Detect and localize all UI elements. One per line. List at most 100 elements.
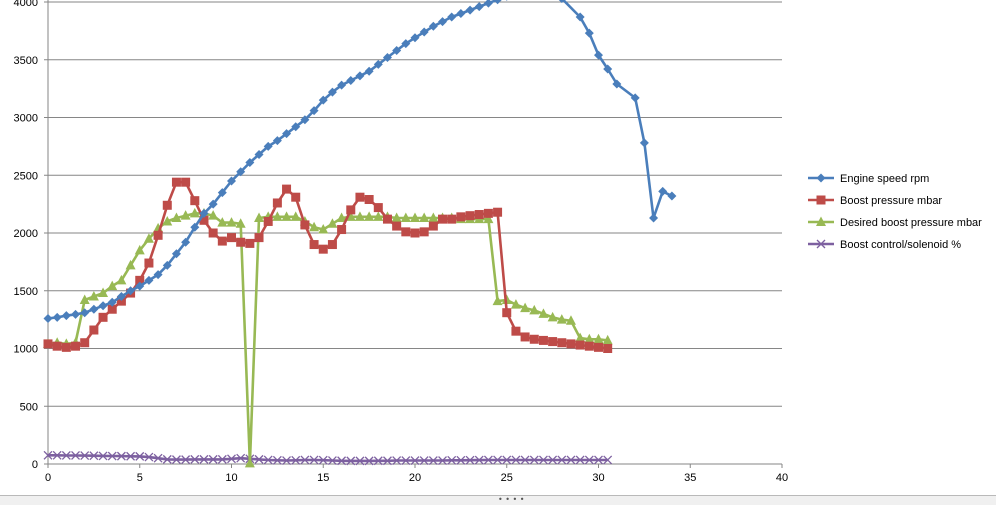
data-point-4 xyxy=(502,455,512,465)
data-point-3 xyxy=(602,334,613,345)
data-point-1 xyxy=(392,46,402,56)
data-point-1 xyxy=(438,17,448,27)
data-point-1 xyxy=(135,281,145,291)
data-point-2 xyxy=(447,214,457,224)
y-tick-label: 4000 xyxy=(14,0,38,9)
data-point-4 xyxy=(80,451,90,461)
data-point-1 xyxy=(318,95,328,105)
x-tick-label: 20 xyxy=(409,472,421,484)
data-point-2 xyxy=(392,221,402,231)
data-point-1 xyxy=(153,270,163,280)
data-point-2 xyxy=(263,216,273,226)
data-point-1 xyxy=(272,136,282,146)
data-point-4 xyxy=(337,456,347,466)
data-point-3 xyxy=(520,302,531,313)
data-point-3 xyxy=(373,211,384,221)
data-point-2 xyxy=(327,240,337,250)
data-point-2 xyxy=(236,237,246,247)
data-point-4 xyxy=(355,456,365,466)
data-point-2 xyxy=(199,215,209,225)
legend-label: Boost pressure mbar xyxy=(840,195,942,207)
resize-grip-icon[interactable]: • • • • xyxy=(498,495,525,504)
data-point-4 xyxy=(135,451,145,461)
data-point-4-stroke-b xyxy=(575,455,585,465)
series-2 xyxy=(43,177,613,353)
data-point-2 xyxy=(153,230,163,240)
data-point-4 xyxy=(181,455,191,465)
data-point-2 xyxy=(291,192,301,202)
data-point-3 xyxy=(584,333,595,344)
data-point-1 xyxy=(327,87,337,97)
data-point-1 xyxy=(447,12,457,22)
data-point-1 xyxy=(428,21,438,31)
data-point-4 xyxy=(474,455,484,465)
data-point-4-stroke-b xyxy=(502,455,512,465)
data-point-1 xyxy=(346,76,356,86)
data-point-1 xyxy=(594,50,603,60)
data-point-4-stroke-b xyxy=(227,454,236,464)
data-point-3 xyxy=(88,291,99,301)
data-point-4 xyxy=(392,456,402,465)
data-point-4-stroke-b xyxy=(529,455,539,465)
data-point-4-stroke-b xyxy=(483,455,493,465)
data-point-4-stroke-b xyxy=(309,455,319,465)
series-1 xyxy=(43,0,677,323)
data-point-1 xyxy=(236,167,246,177)
data-point-2 xyxy=(337,225,347,235)
data-point-2 xyxy=(61,342,71,352)
data-point-3 xyxy=(254,212,265,222)
data-point-2 xyxy=(493,207,503,217)
data-point-4 xyxy=(300,455,310,465)
data-point-4 xyxy=(162,454,172,464)
data-point-4-stroke-b xyxy=(116,451,126,461)
data-point-1 xyxy=(419,27,429,37)
data-point-4-stroke-b xyxy=(355,456,365,466)
series-4 xyxy=(43,450,613,466)
data-point-4-stroke-b xyxy=(254,454,264,464)
data-point-1 xyxy=(575,12,585,22)
data-point-4-stroke-b xyxy=(272,455,282,465)
data-point-3 xyxy=(272,211,283,221)
data-point-4-stroke-b xyxy=(566,455,576,465)
x-tick-label: 0 xyxy=(45,472,51,484)
data-point-2 xyxy=(373,203,383,213)
data-point-4-stroke-b xyxy=(107,451,117,461)
data-point-1 xyxy=(291,122,301,132)
data-point-4 xyxy=(43,450,53,460)
data-point-2 xyxy=(282,184,292,194)
data-point-4 xyxy=(428,456,438,465)
data-point-4-stroke-b xyxy=(300,455,310,465)
data-point-4 xyxy=(236,453,246,463)
data-point-2 xyxy=(135,275,145,285)
data-point-4-stroke-b xyxy=(291,455,301,465)
data-point-4-stroke-b xyxy=(465,455,475,465)
data-point-3 xyxy=(125,259,136,270)
y-tick-label: 0 xyxy=(32,459,38,471)
data-point-2 xyxy=(483,208,493,218)
data-point-3 xyxy=(556,314,567,324)
data-point-4-stroke-b xyxy=(282,456,292,465)
data-point-4-stroke-b xyxy=(474,455,484,465)
x-tick-label: 35 xyxy=(684,472,696,484)
data-point-1 xyxy=(181,237,191,247)
data-point-4-stroke-b xyxy=(217,454,227,464)
data-point-4-stroke-b xyxy=(263,455,273,465)
data-point-1 xyxy=(355,71,365,81)
data-point-2 xyxy=(245,238,255,248)
data-point-2 xyxy=(520,332,530,342)
data-point-2 xyxy=(71,341,81,351)
data-point-2 xyxy=(603,344,613,353)
data-point-3 xyxy=(354,211,365,221)
data-point-2 xyxy=(364,195,374,205)
data-point-1 xyxy=(612,79,622,89)
legend: Engine speed rpm Boost pressure mbar Desir… xyxy=(808,173,982,251)
data-point-4-stroke-b xyxy=(456,455,466,465)
data-point-4 xyxy=(263,455,273,465)
data-point-1 xyxy=(282,129,292,139)
data-point-2 xyxy=(438,214,448,224)
x-tick-label: 5 xyxy=(137,472,143,484)
series-lines xyxy=(43,0,677,468)
data-point-4-stroke-b xyxy=(428,456,438,465)
data-point-4 xyxy=(493,455,503,465)
